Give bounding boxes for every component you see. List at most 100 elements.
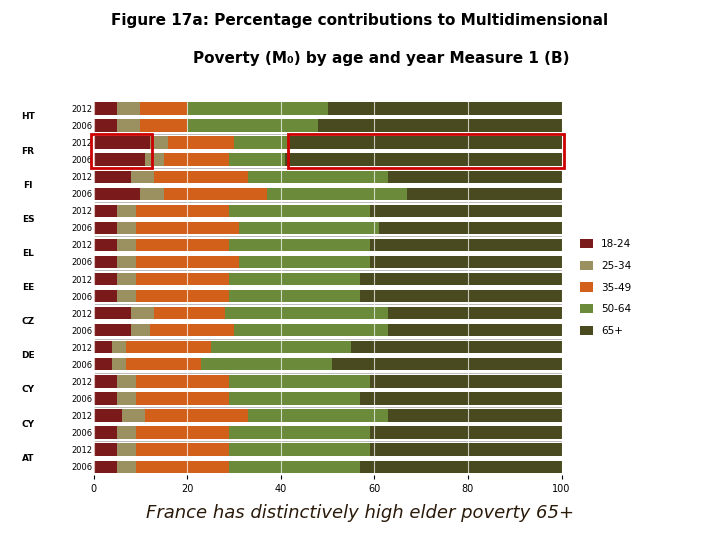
Bar bbox=[94, 358, 112, 370]
Bar bbox=[94, 461, 117, 473]
Bar bbox=[239, 222, 379, 234]
Bar bbox=[229, 205, 370, 217]
Bar bbox=[234, 324, 389, 336]
Bar bbox=[94, 187, 140, 200]
Bar bbox=[187, 119, 318, 132]
Bar bbox=[94, 256, 117, 268]
Text: France has distinctively high elder poverty 65+: France has distinctively high elder pove… bbox=[146, 504, 574, 522]
Bar bbox=[379, 222, 562, 234]
Bar bbox=[408, 187, 562, 200]
Legend: 18-24, 25-34, 35-49, 50-64, 65+: 18-24, 25-34, 35-49, 50-64, 65+ bbox=[576, 235, 636, 340]
Bar bbox=[94, 171, 131, 183]
Bar bbox=[135, 256, 239, 268]
Bar bbox=[94, 137, 150, 148]
Bar bbox=[117, 375, 135, 388]
Bar bbox=[370, 256, 562, 268]
Bar bbox=[285, 153, 562, 166]
Bar bbox=[150, 137, 168, 148]
Bar bbox=[117, 290, 135, 302]
Bar bbox=[135, 461, 229, 473]
Bar bbox=[135, 222, 239, 234]
Bar bbox=[145, 409, 248, 422]
Bar bbox=[91, 134, 152, 168]
Bar bbox=[288, 134, 564, 168]
Bar bbox=[187, 102, 328, 114]
Bar bbox=[94, 392, 117, 404]
Bar bbox=[117, 443, 135, 456]
Bar bbox=[135, 290, 229, 302]
Bar bbox=[168, 137, 234, 148]
Bar bbox=[117, 222, 135, 234]
Text: CY: CY bbox=[22, 420, 35, 429]
Bar bbox=[131, 171, 155, 183]
Bar bbox=[94, 341, 112, 353]
Bar bbox=[117, 461, 135, 473]
Bar bbox=[229, 273, 361, 285]
Bar bbox=[131, 324, 150, 336]
Bar bbox=[127, 341, 211, 353]
Bar bbox=[135, 392, 229, 404]
Bar bbox=[164, 153, 229, 166]
Text: DE: DE bbox=[22, 352, 35, 360]
Bar bbox=[94, 119, 117, 132]
Bar bbox=[94, 102, 117, 114]
Bar bbox=[389, 171, 562, 183]
Bar bbox=[117, 102, 140, 114]
Bar bbox=[229, 392, 361, 404]
Bar bbox=[229, 427, 370, 438]
Bar bbox=[361, 273, 562, 285]
Bar bbox=[351, 341, 562, 353]
Bar bbox=[229, 443, 370, 456]
Bar bbox=[140, 119, 187, 132]
Bar bbox=[140, 102, 187, 114]
Bar bbox=[112, 341, 127, 353]
Bar bbox=[266, 187, 408, 200]
Bar bbox=[94, 153, 145, 166]
Bar bbox=[370, 239, 562, 251]
Bar bbox=[229, 375, 370, 388]
Bar bbox=[94, 273, 117, 285]
Bar bbox=[145, 153, 164, 166]
Bar bbox=[135, 375, 229, 388]
Bar bbox=[94, 222, 117, 234]
Bar bbox=[229, 153, 285, 166]
Bar bbox=[389, 409, 562, 422]
Bar bbox=[94, 324, 131, 336]
Bar bbox=[140, 187, 164, 200]
Bar bbox=[117, 239, 135, 251]
Bar bbox=[229, 461, 361, 473]
Bar bbox=[112, 358, 127, 370]
Bar bbox=[239, 256, 370, 268]
Bar bbox=[94, 375, 117, 388]
Bar bbox=[135, 273, 229, 285]
Text: Poverty (M₀) by age and year Measure 1 (B): Poverty (M₀) by age and year Measure 1 (… bbox=[150, 51, 570, 66]
Bar bbox=[135, 443, 229, 456]
Bar bbox=[117, 256, 135, 268]
Bar bbox=[135, 239, 229, 251]
Bar bbox=[361, 461, 562, 473]
Bar bbox=[229, 290, 361, 302]
Bar bbox=[248, 171, 389, 183]
Bar bbox=[94, 427, 117, 438]
Bar bbox=[211, 341, 351, 353]
Bar bbox=[117, 205, 135, 217]
Bar bbox=[202, 358, 332, 370]
Bar bbox=[248, 409, 389, 422]
Bar bbox=[370, 205, 562, 217]
Bar bbox=[328, 102, 562, 114]
Bar bbox=[117, 273, 135, 285]
Text: CY: CY bbox=[22, 386, 35, 394]
Text: EE: EE bbox=[22, 283, 35, 292]
Bar bbox=[94, 443, 117, 456]
Bar bbox=[332, 358, 562, 370]
Bar bbox=[225, 307, 389, 319]
Bar bbox=[94, 239, 117, 251]
Bar bbox=[154, 307, 225, 319]
Bar bbox=[361, 392, 562, 404]
Bar bbox=[94, 409, 122, 422]
Bar bbox=[361, 290, 562, 302]
Bar bbox=[234, 137, 290, 148]
Bar bbox=[117, 427, 135, 438]
Bar bbox=[229, 239, 370, 251]
Bar bbox=[135, 205, 229, 217]
